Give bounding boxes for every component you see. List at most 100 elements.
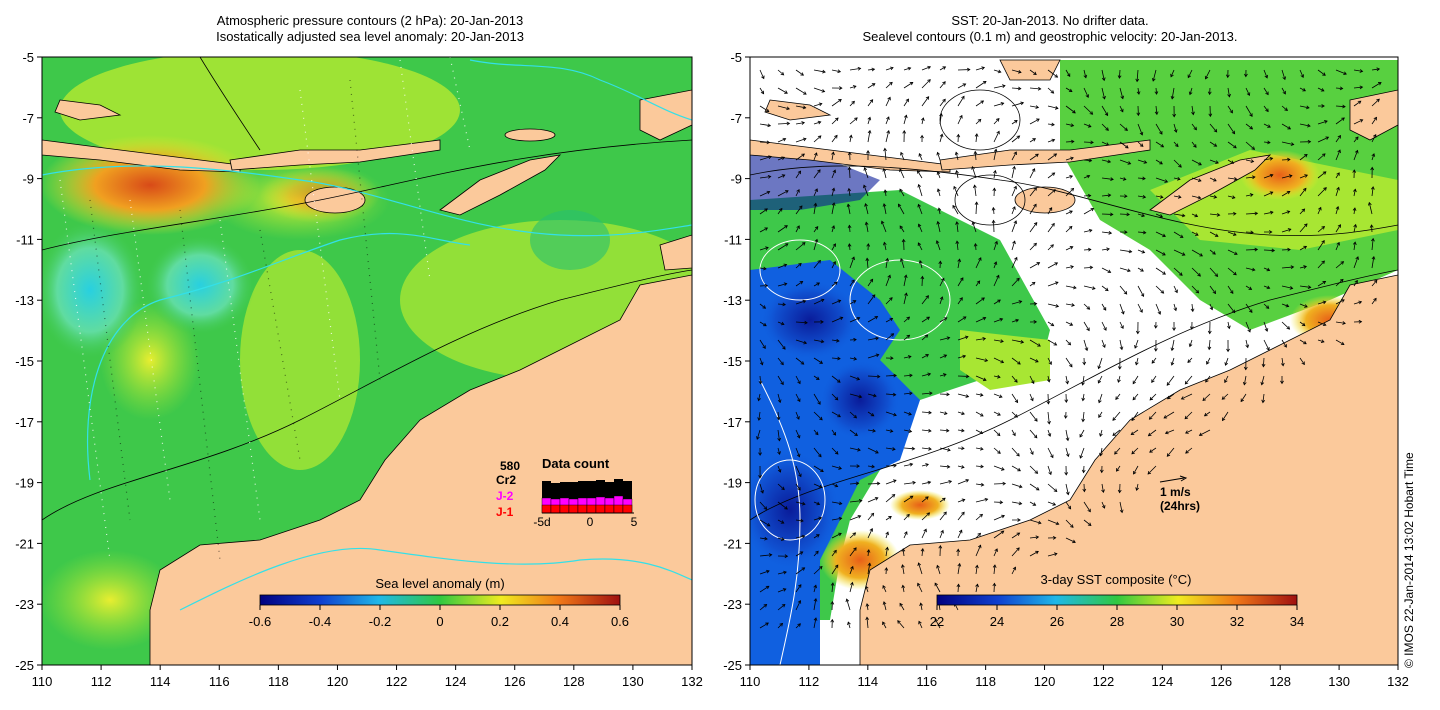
velocity-arrowhead [864, 221, 869, 226]
velocity-arrowhead [1102, 95, 1106, 100]
velocity-arrowhead [1012, 240, 1016, 245]
velocity-arrowhead [1286, 190, 1291, 195]
velocity-arrow [957, 96, 965, 107]
velocity-arrow [865, 586, 869, 593]
velocity-arrow [885, 411, 897, 416]
velocity-arrow [1047, 519, 1059, 525]
velocity-arrowhead [1127, 268, 1131, 273]
velocity-arrowhead [1031, 281, 1036, 286]
velocity-arrowhead [1068, 225, 1073, 230]
velocity-arrowhead [800, 361, 805, 365]
velocity-arrow [1029, 411, 1038, 422]
lat-tick-label: -5 [22, 50, 34, 65]
velocity-arrowhead [853, 356, 858, 361]
velocity-arrowhead [1224, 362, 1229, 366]
velocity-arrow [957, 259, 961, 269]
velocity-arrow [921, 316, 930, 323]
velocity-arrow [1227, 231, 1237, 236]
velocity-arrow [1335, 242, 1340, 251]
velocity-arrowhead [882, 203, 887, 207]
velocity-arrowhead [1164, 179, 1169, 183]
velocity-arrow [831, 532, 842, 539]
velocity-arrowhead [893, 463, 897, 468]
velocity-arrow [849, 85, 857, 89]
velocity-arrowhead [952, 204, 956, 209]
velocity-arrowhead [1250, 230, 1254, 235]
velocity-arrowhead [1376, 98, 1380, 103]
velocity-arrow [795, 170, 801, 179]
velocity-arrow [1335, 87, 1343, 90]
velocity-arrowhead [1230, 160, 1235, 164]
velocity-arrowhead [882, 621, 886, 626]
velocity-arrowhead [982, 316, 987, 321]
velocity-arrowhead [1031, 380, 1035, 385]
velocity-arrow [1209, 195, 1217, 198]
lat-tick-label: -19 [15, 476, 34, 491]
velocity-arrowhead [957, 258, 962, 263]
sla-colorbar-gradient [259, 594, 621, 606]
velocity-arrow [899, 603, 905, 611]
velocity-arrowhead [1322, 281, 1327, 285]
velocity-arrow [1171, 357, 1175, 366]
velocity-arrowhead [900, 258, 904, 262]
velocity-arrowhead [818, 516, 823, 521]
velocity-arrow [918, 204, 923, 215]
velocity-arrowhead [976, 280, 981, 285]
velocity-arrow [1047, 303, 1059, 307]
velocity-arrow [867, 68, 875, 71]
velocity-arrowhead [1047, 433, 1052, 437]
velocity-arrow [1205, 69, 1211, 80]
velocity-arrow [903, 392, 913, 395]
velocity-arrowhead [973, 242, 978, 247]
sst-coldest-area [820, 360, 900, 440]
velocity-arrow [939, 480, 952, 485]
sla-colorbar-tick-label: -0.6 [249, 614, 271, 629]
velocity-arrow [939, 337, 950, 341]
velocity-arrow [993, 299, 1001, 305]
velocity-arrow [1119, 321, 1124, 329]
data-count-bar-cr2 [587, 481, 596, 513]
velocity-arrow [1335, 279, 1344, 287]
velocity-arrow [813, 239, 818, 251]
velocity-arrow [777, 483, 785, 490]
velocity-arrow [917, 170, 923, 179]
velocity-arrowhead [1190, 308, 1195, 313]
velocity-arrowhead [1033, 301, 1038, 306]
velocity-arrowhead [1153, 325, 1158, 329]
velocity-arrowhead [1266, 346, 1270, 351]
velocity-arrowhead [942, 98, 946, 103]
velocity-arrow [1119, 285, 1128, 295]
velocity-arrowhead [1128, 249, 1133, 254]
velocity-arrowhead [1163, 415, 1168, 419]
velocity-arrow [1047, 87, 1054, 94]
velocity-arrow [957, 563, 961, 575]
velocity-arrow [1209, 249, 1216, 255]
velocity-arrow [1191, 267, 1201, 277]
lon-tick-label: 132 [681, 674, 703, 689]
velocity-arrowhead [961, 465, 965, 469]
velocity-arrowhead [1231, 309, 1236, 314]
velocity-arrowhead [909, 495, 914, 500]
velocity-arrowhead [1307, 139, 1312, 144]
velocity-arrowhead [1048, 207, 1053, 211]
velocity-arrowhead [1120, 95, 1125, 100]
velocity-arrow [1371, 280, 1378, 287]
velocity-arrowhead [885, 257, 890, 262]
velocity-arrowhead [1151, 379, 1155, 383]
data-count-bar-cr2 [560, 482, 569, 513]
velocity-arrow [1029, 282, 1036, 287]
right-title-line2: Sealevel contours (0.1 m) and geostrophi… [862, 29, 1238, 44]
velocity-arrowhead [834, 483, 839, 488]
velocity-arrowhead [901, 548, 906, 552]
velocity-arrowhead [1088, 228, 1093, 233]
velocity-arrowhead [1141, 213, 1146, 218]
velocity-arrowhead [832, 261, 836, 265]
velocity-arrowhead [851, 279, 855, 284]
data-count-bar-j1 [568, 504, 579, 514]
velocity-arrowhead [761, 75, 765, 80]
velocity-arrow [1263, 69, 1268, 79]
velocity-arrowhead [1264, 74, 1269, 79]
velocity-arrow [885, 130, 890, 143]
velocity-arrowhead [1016, 135, 1021, 139]
velocity-arrowhead [939, 296, 944, 300]
